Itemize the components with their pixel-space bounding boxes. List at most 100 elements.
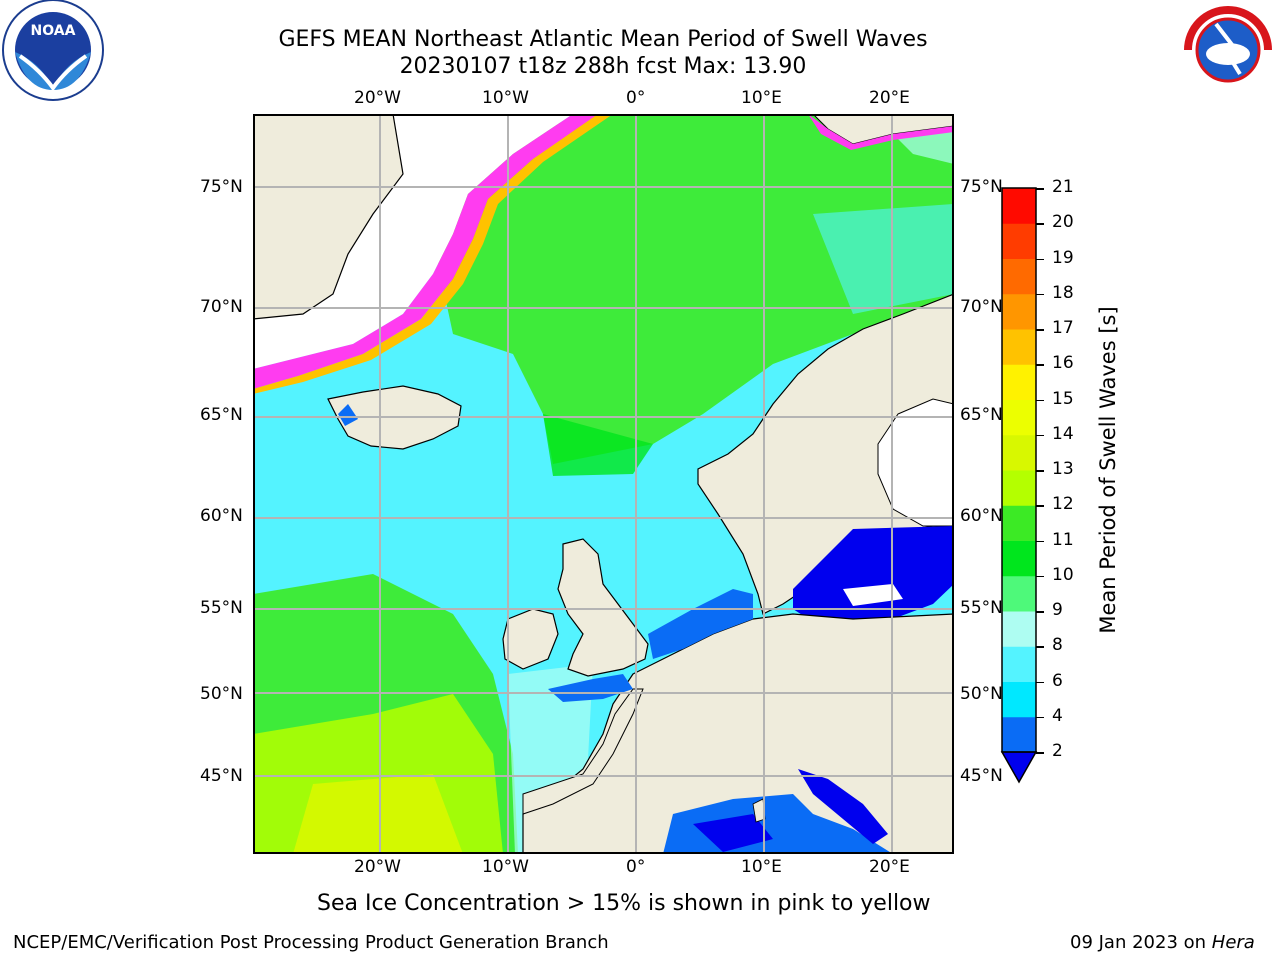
- colorbar-swatch: [1002, 364, 1036, 400]
- colorbar-level-label: 8: [1052, 635, 1063, 656]
- lat-label-left-60n: 60°N: [200, 506, 243, 526]
- sea-ice-edge-greenland: [253, 114, 603, 389]
- colorbar-tick: [1036, 716, 1044, 719]
- colorbar-level-label: 18: [1052, 282, 1074, 303]
- lat-label-right-70n: 70°N: [960, 297, 1003, 317]
- colorbar-title: Mean Period of Swell Waves [s]: [1096, 306, 1120, 634]
- colorbar-swatch: [1002, 223, 1036, 259]
- colorbar-tick: [1036, 364, 1044, 366]
- colorbar-level-label: 6: [1052, 670, 1063, 691]
- footer-date: 09 Jan 2023 on Hera: [1070, 932, 1255, 953]
- colorbar-level-label: 12: [1052, 494, 1074, 515]
- colorbar: [1000, 187, 1038, 784]
- colorbar-tick: [1036, 611, 1044, 613]
- lon-label-bottom-10w: 10°W: [482, 857, 529, 877]
- mediterranean-deep: [693, 814, 773, 852]
- lat-label-right-60n: 60°N: [960, 506, 1003, 526]
- lat-label-left-65n: 65°N: [200, 405, 243, 425]
- colorbar-tick: [1036, 681, 1044, 683]
- colorbar-level-label: 10: [1052, 564, 1074, 585]
- chart-title: GEFS MEAN Northeast Atlantic Mean Period…: [278, 27, 928, 52]
- ireland-land: [502, 608, 559, 670]
- iceland-fjord-shallow: [338, 404, 358, 426]
- colorbar-swatch: [1002, 258, 1036, 295]
- colorbar-level-label: 13: [1052, 459, 1074, 479]
- colorbar-swatch: [1002, 188, 1036, 224]
- lon-label-top-10w: 10°W: [482, 88, 529, 108]
- footer-date-text: 09 Jan 2023 on: [1070, 932, 1212, 953]
- colorbar-level-label: 17: [1052, 318, 1074, 338]
- colorbar-swatch: [1002, 716, 1036, 753]
- map-frame: [253, 114, 954, 854]
- colorbar-swatch: [1002, 470, 1036, 506]
- lon-label-bottom-0: 0°: [626, 857, 646, 877]
- colorbar-level-label: 16: [1052, 353, 1074, 374]
- gulf-of-bothnia: [877, 398, 954, 527]
- colorbar-level-label: 19: [1052, 247, 1074, 268]
- lat-label-right-45n: 45°N: [960, 766, 1003, 786]
- colorbar-level-label: 21: [1052, 177, 1074, 197]
- colorbar-swatch: [1002, 646, 1036, 682]
- lon-label-top-20e: 20°E: [869, 88, 910, 108]
- colorbar-tick: [1036, 399, 1044, 401]
- colorbar-tick: [1036, 293, 1044, 296]
- colorbar-tick: [1036, 329, 1044, 331]
- colorbar-level-label: 9: [1052, 600, 1063, 620]
- graticule: [253, 114, 954, 854]
- colorbar-tick: [1036, 470, 1044, 472]
- swell-zone-north: [423, 114, 954, 464]
- chart-subtitle: 20230107 t18z 288h fcst Max: 13.90: [399, 54, 807, 79]
- colorbar-level-label: 15: [1052, 388, 1074, 409]
- colorbar-tick: [1036, 258, 1044, 260]
- colorbar-level-label: 2: [1052, 741, 1063, 761]
- swell-zone-southwest-peak: [293, 774, 463, 854]
- sea-ice-caption: Sea Ice Concentration > 15% is shown in …: [317, 891, 931, 916]
- lat-label-right-65n: 65°N: [960, 405, 1003, 425]
- france-coast: [522, 688, 644, 815]
- lon-label-top-20w: 20°W: [354, 88, 401, 108]
- adriatic-sea: [798, 769, 888, 844]
- colorbar-swatch: [1002, 293, 1036, 330]
- baltic-sea: [793, 526, 954, 624]
- colorbar-level-label: 11: [1052, 529, 1074, 550]
- lat-label-left-70n: 70°N: [200, 297, 243, 317]
- english-channel: [548, 674, 633, 702]
- colorbar-tick: [1036, 434, 1044, 437]
- lat-label-right-50n: 50°N: [960, 684, 1003, 704]
- colorbar-swatch: [1002, 575, 1036, 612]
- colorbar-tick: [1036, 752, 1044, 754]
- lat-label-left-75n: 75°N: [200, 177, 243, 197]
- swell-zone-north-tail: [543, 414, 653, 476]
- colorbar-tick: [1036, 505, 1044, 507]
- noaa-logo: NOAA: [2, 0, 104, 101]
- colorbar-tick: [1036, 540, 1044, 542]
- lon-label-top-0: 0°: [626, 88, 646, 108]
- lat-label-right-55n: 55°N: [960, 598, 1003, 618]
- colorbar-swatch: [1002, 681, 1036, 718]
- colorbar-tick: [1036, 575, 1044, 578]
- swell-patch-north-east: [813, 204, 954, 314]
- colorbar-level-label: 20: [1052, 212, 1074, 233]
- lat-label-left-55n: 55°N: [200, 598, 243, 618]
- colorbar-swatch: [1002, 434, 1036, 471]
- great-britain-land: [557, 538, 649, 677]
- sea-ice-svalbard: [808, 114, 954, 150]
- map-panel: [253, 114, 954, 854]
- lon-label-bottom-20w: 20°W: [354, 857, 401, 877]
- baltic-ice-patch: [843, 584, 903, 606]
- colorbar-level-label: 14: [1052, 423, 1074, 444]
- footer-host: Hera: [1211, 932, 1255, 953]
- lat-label-right-75n: 75°N: [960, 177, 1003, 197]
- lat-label-left-45n: 45°N: [200, 766, 243, 786]
- north-sea-shallow: [648, 589, 753, 659]
- colorbar-tick: [1036, 223, 1044, 225]
- footer-credit: NCEP/EMC/Verification Post Processing Pr…: [13, 932, 609, 953]
- svg-text:NOAA: NOAA: [31, 23, 76, 39]
- lon-label-bottom-10e: 10°E: [741, 857, 782, 877]
- colorbar-swatch: [1002, 505, 1036, 541]
- colorbar-under-triangle: [1000, 751, 1038, 784]
- national-weather-service-logo: [1182, 4, 1274, 96]
- colorbar-tick: [1036, 188, 1044, 190]
- colorbar-swatch: [1002, 540, 1036, 577]
- colorbar-level-label: 4: [1052, 705, 1063, 726]
